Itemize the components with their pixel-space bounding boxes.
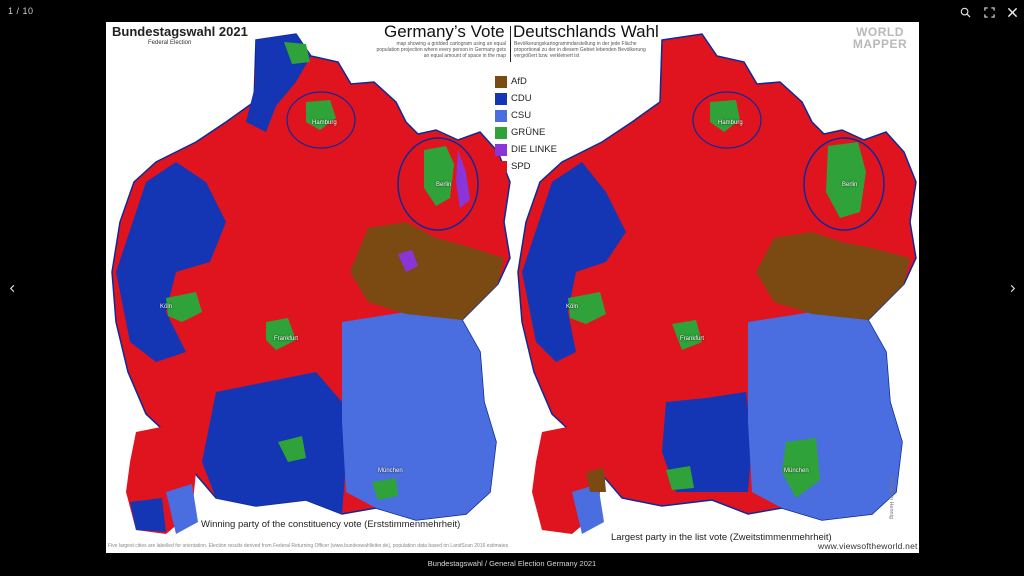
magnifier-icon — [960, 7, 971, 18]
zoom-button[interactable] — [957, 4, 973, 20]
constituency-cartogram — [111, 33, 511, 534]
linke-berlin-left — [456, 150, 470, 208]
legend-item-gruene: GRÜNE — [495, 124, 557, 141]
csu-bavaria-left — [342, 312, 496, 520]
description-german: Bevölkerungskartogrammdarstellung in der… — [514, 41, 646, 59]
poster-title: Bundestagswahl 2021 — [112, 24, 248, 39]
party-legend: AfD CDU CSU GRÜNE DIE LINKE SPD — [495, 73, 557, 175]
author-credit: Benjamin Hennig — [888, 477, 894, 519]
legend-swatch — [495, 109, 507, 122]
csu-bavaria-right — [748, 312, 902, 520]
cdu-west-left — [116, 162, 226, 362]
city-label-koeln-right: Köln — [566, 304, 579, 310]
city-label-berlin-left: Berlin — [436, 182, 452, 188]
green-north-left — [284, 42, 310, 64]
legend-swatch — [495, 143, 507, 156]
green-frankfurt-right — [672, 320, 702, 350]
election-cartogram-poster: Bundestagswahl 2021 Federal Election Ger… — [106, 22, 919, 553]
legend-item-linke: DIE LINKE — [495, 141, 557, 158]
next-image-button[interactable] — [1004, 280, 1020, 296]
berlin-green-left — [424, 146, 454, 206]
image-caption: Bundestagswahl / General Election German… — [427, 559, 597, 568]
green-munich-left — [372, 478, 398, 500]
hamburg-green-right — [710, 100, 740, 132]
city-label-berlin-right: Berlin — [842, 182, 858, 188]
city-label-muenchen-right: München — [784, 468, 809, 474]
city-label-muenchen-left: München — [378, 468, 403, 474]
close-button[interactable] — [1004, 4, 1020, 20]
city-label-hamburg-left: Hamburg — [312, 120, 337, 126]
legend-item-afd: AfD — [495, 73, 557, 90]
poster-subtitle: Federal Election — [148, 40, 192, 46]
inset-afd-right — [586, 468, 606, 492]
fullscreen-icon — [983, 6, 995, 18]
berlin-green-right — [826, 142, 866, 218]
city-label-hamburg-right: Hamburg — [718, 120, 743, 126]
city-label-frankfurt-left: Frankfurt — [274, 336, 299, 342]
inset-bavaria-left — [166, 484, 198, 534]
legend-item-cdu: CDU — [495, 90, 557, 107]
legend-item-csu: CSU — [495, 107, 557, 124]
website-credit: www.viewsoftheworld.net — [818, 541, 918, 551]
afd-east-right — [756, 232, 910, 320]
right-map-caption: Largest party in the list vote (Zweitsti… — [611, 532, 832, 543]
green-cologne-right — [568, 292, 606, 324]
inset-bavaria-right — [572, 484, 604, 534]
left-map-caption: Winning party of the constituency vote (… — [201, 519, 461, 530]
title-english: Germany’s Vote — [384, 22, 505, 41]
afd-east-left — [350, 222, 504, 320]
hamburg-green-left — [306, 100, 336, 130]
cdu-west-right — [522, 162, 626, 362]
city-label-koeln-left: Köln — [160, 304, 173, 310]
inset-bw-left — [130, 498, 166, 532]
green-stuttgart-right — [666, 466, 694, 490]
title-german: Deutschlands Wahl — [513, 22, 659, 41]
legend-swatch — [495, 126, 507, 139]
previous-image-button[interactable] — [4, 280, 20, 296]
cartogram-maps — [111, 33, 917, 534]
green-cologne-left — [166, 292, 202, 322]
list-vote-cartogram — [517, 33, 917, 534]
worldmapper-logo: WORLD MAPPER — [852, 25, 908, 51]
city-label-frankfurt-right: Frankfurt — [680, 336, 705, 342]
green-stuttgart-left — [278, 436, 306, 462]
legend-item-spd: SPD — [495, 158, 557, 175]
close-icon — [1007, 7, 1017, 17]
chevron-left-icon — [9, 284, 14, 292]
description-english: map showing a gridded cartogram using an… — [376, 41, 506, 59]
chevron-right-icon — [1010, 284, 1015, 292]
legend-swatch — [495, 160, 507, 173]
linke-leipzig-left — [398, 250, 418, 272]
title-divider — [510, 26, 511, 62]
cdu-south-left — [202, 372, 346, 514]
fullscreen-button[interactable] — [981, 4, 997, 20]
legend-swatch — [495, 92, 507, 105]
green-frankfurt-left — [266, 318, 296, 350]
source-note: Five largest cities are labelled for ori… — [108, 543, 509, 549]
green-munich-right — [782, 438, 820, 498]
image-counter: 1 / 10 — [8, 6, 34, 16]
legend-swatch — [495, 75, 507, 88]
